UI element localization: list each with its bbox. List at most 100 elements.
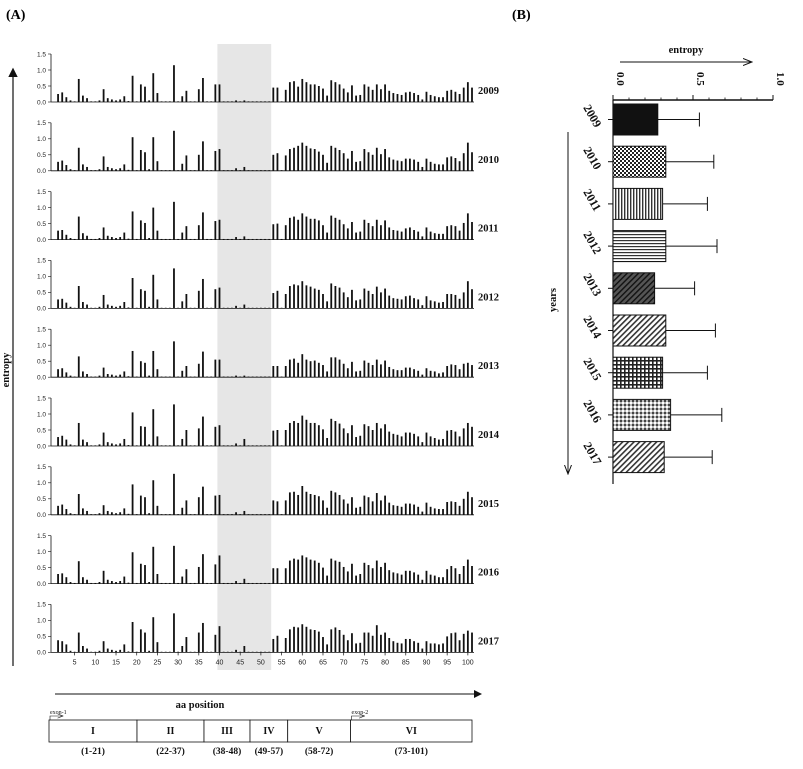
bar-2017-pos-99	[462, 633, 465, 653]
bar-2016-pos-14	[110, 581, 113, 584]
bar-2011-pos-68	[334, 217, 337, 240]
bar-2016-pos-36	[202, 554, 204, 584]
bar-2014-pos-1	[57, 437, 59, 446]
bar-2011-pos-56	[284, 225, 287, 240]
row-y-tick-label: 0.0	[37, 650, 46, 657]
bar-2013-pos-7	[82, 371, 84, 378]
bar-2011-pos-27	[164, 238, 167, 240]
bar-2012-pos-10	[94, 307, 97, 309]
bar-2009-pos-67	[330, 80, 333, 102]
bar-2015-pos-16	[119, 512, 122, 515]
bar-2015-pos-38	[210, 514, 213, 515]
bar-2015-pos-45	[239, 514, 242, 515]
bar-2011-pos-28	[168, 238, 171, 240]
row-y-tick-label: 0.0	[37, 375, 46, 382]
bar-2009-pos-54	[276, 87, 279, 102]
bar-2014-pos-38	[210, 445, 213, 446]
bar-2012-pos-58	[293, 284, 295, 309]
row-y-tick-label: 0.5	[37, 359, 46, 366]
region-V: V (58-72)	[287, 719, 351, 757]
bar-2009-pos-29	[173, 65, 175, 102]
bar-2012-pos-22	[144, 290, 146, 309]
bar-2016-pos-61	[305, 557, 308, 584]
region-label: V	[315, 726, 323, 737]
bar-2014-pos-88	[417, 436, 420, 446]
bar-2014-pos-3	[65, 439, 68, 446]
b-bar-group-2016: 2016	[580, 397, 723, 431]
bar-2010-pos-66	[326, 162, 329, 171]
bar-2009-pos-93	[437, 97, 440, 102]
bar-2009-pos-80	[384, 84, 386, 102]
bar-2011-pos-43	[231, 238, 233, 240]
bar-2017-pos-72	[351, 633, 353, 653]
bar-2011-pos-32	[185, 226, 188, 240]
bar-2010-pos-68	[334, 147, 337, 171]
bar-2010-pos-83	[396, 160, 399, 171]
b-year-label-2017: 2017	[580, 440, 604, 468]
bar-2011-pos-26	[160, 238, 163, 240]
bar-2016-pos-43	[231, 582, 233, 584]
bar-2017-pos-17	[123, 644, 126, 653]
bar-2012-pos-70	[342, 292, 345, 309]
bar-2010-pos-84	[400, 161, 403, 171]
bar-2013-pos-31	[181, 370, 184, 378]
bar-2015-pos-84	[400, 506, 403, 515]
bar-2009-pos-21	[139, 84, 142, 102]
bar-2016-pos-86	[409, 570, 411, 584]
bar-2014-pos-65	[322, 429, 324, 446]
bar-2010-pos-53	[272, 154, 275, 171]
b-bar-2013	[612, 272, 656, 305]
bar-2009-pos-83	[396, 94, 399, 102]
bar-2017-pos-11	[98, 650, 101, 653]
bar-2012-pos-37	[206, 307, 208, 309]
bar-2013-pos-88	[417, 370, 420, 378]
bar-2017-pos-22	[144, 632, 146, 653]
bar-2015-pos-97	[454, 502, 457, 515]
bar-2012-pos-4	[69, 306, 72, 309]
bar-2011-pos-49	[255, 238, 258, 240]
bar-2013-pos-46	[243, 375, 246, 378]
bar-2014-pos-80	[384, 424, 386, 446]
bar-2009-pos-2	[61, 92, 64, 102]
bar-2015-pos-61	[305, 491, 308, 515]
bar-2013-pos-47	[247, 376, 250, 378]
bar-2015-pos-34	[193, 514, 196, 515]
bar-2012-pos-60	[301, 281, 304, 309]
bar-2011-pos-6	[77, 216, 80, 240]
year-label-2011: 2011	[478, 224, 498, 235]
bar-2013-pos-75	[363, 360, 366, 378]
bar-2009-pos-86	[409, 91, 411, 102]
bar-2012-pos-30	[177, 307, 180, 309]
bar-2009-pos-70	[342, 88, 345, 102]
bar-2012-pos-59	[297, 285, 300, 309]
bar-2010-pos-45	[239, 170, 242, 171]
x-tick-label-30: 30	[174, 659, 182, 666]
bar-2014-pos-21	[139, 426, 142, 446]
bar-2012-pos-47	[247, 307, 250, 309]
bar-2017-pos-73	[355, 643, 357, 653]
bar-2017-pos-28	[168, 651, 171, 653]
bar-2015-pos-8	[86, 510, 88, 515]
bar-2014-pos-69	[338, 423, 341, 446]
bar-2012-pos-74	[359, 299, 362, 309]
bar-2010-pos-22	[144, 152, 146, 171]
bar-2017-pos-24	[152, 617, 155, 653]
bar-2016-pos-50	[260, 582, 262, 584]
bar-2016-pos-10	[94, 582, 97, 584]
bar-2011-pos-88	[417, 231, 420, 240]
x-tick-label-40: 40	[216, 659, 224, 666]
bar-2010-pos-56	[284, 155, 287, 171]
bar-2017-pos-2	[61, 641, 64, 653]
bar-2016-pos-77	[371, 568, 374, 584]
b-bar-group-2017: 2017	[580, 440, 713, 474]
bar-2014-pos-28	[168, 445, 171, 446]
bar-2011-pos-95	[446, 226, 449, 240]
bar-2017-pos-62	[309, 629, 312, 653]
bar-2017-pos-34	[193, 651, 196, 653]
row-y-tick-label: 1.0	[37, 343, 46, 350]
bar-2011-pos-41	[222, 238, 225, 240]
bar-2009-pos-56	[284, 89, 287, 102]
bar-2014-pos-26	[160, 445, 163, 446]
row-y-tick-label: 0.0	[37, 512, 46, 519]
bar-2013-pos-61	[305, 359, 308, 378]
